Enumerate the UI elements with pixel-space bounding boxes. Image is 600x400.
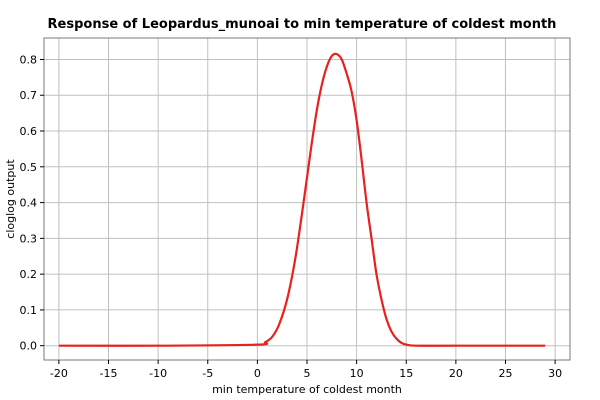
y-tick-label: 0.2 xyxy=(20,268,38,281)
chart-title: Response of Leopardus_munoai to min temp… xyxy=(48,17,557,32)
series-layer xyxy=(58,52,546,347)
x-tick-label: -5 xyxy=(202,367,213,380)
y-tick-label: 0.1 xyxy=(20,304,38,317)
x-tick-label: -15 xyxy=(100,367,118,380)
y-tick-label: 0.8 xyxy=(20,53,38,66)
x-tick-label: -10 xyxy=(149,367,167,380)
y-tick-label: 0.6 xyxy=(20,125,38,138)
y-tick-label: 0.5 xyxy=(20,161,38,174)
x-tick-label: 20 xyxy=(449,367,463,380)
x-axis-label: min temperature of coldest month xyxy=(212,383,402,396)
y-tick-label: 0.0 xyxy=(20,340,38,353)
y-axis-label: cloglog output xyxy=(4,159,17,239)
grid-layer xyxy=(44,38,570,360)
x-tick-label: 25 xyxy=(498,367,512,380)
response-curve-line xyxy=(58,52,546,347)
tick-layer: -20 -15 -10 -5 0 5 10 15 20 25 30 0.0 0.1 0.2 0.3 0.4 0.… xyxy=(20,53,563,380)
x-tick-label: 0 xyxy=(254,367,261,380)
x-tick-label: 10 xyxy=(350,367,364,380)
x-tick-label: -20 xyxy=(50,367,68,380)
x-tick-label: 15 xyxy=(399,367,413,380)
x-tick-label: 30 xyxy=(548,367,562,380)
y-tick-label: 0.4 xyxy=(20,197,38,210)
y-tick-label: 0.3 xyxy=(20,232,38,245)
y-tick-label: 0.7 xyxy=(20,89,38,102)
x-tick-label: 5 xyxy=(304,367,311,380)
